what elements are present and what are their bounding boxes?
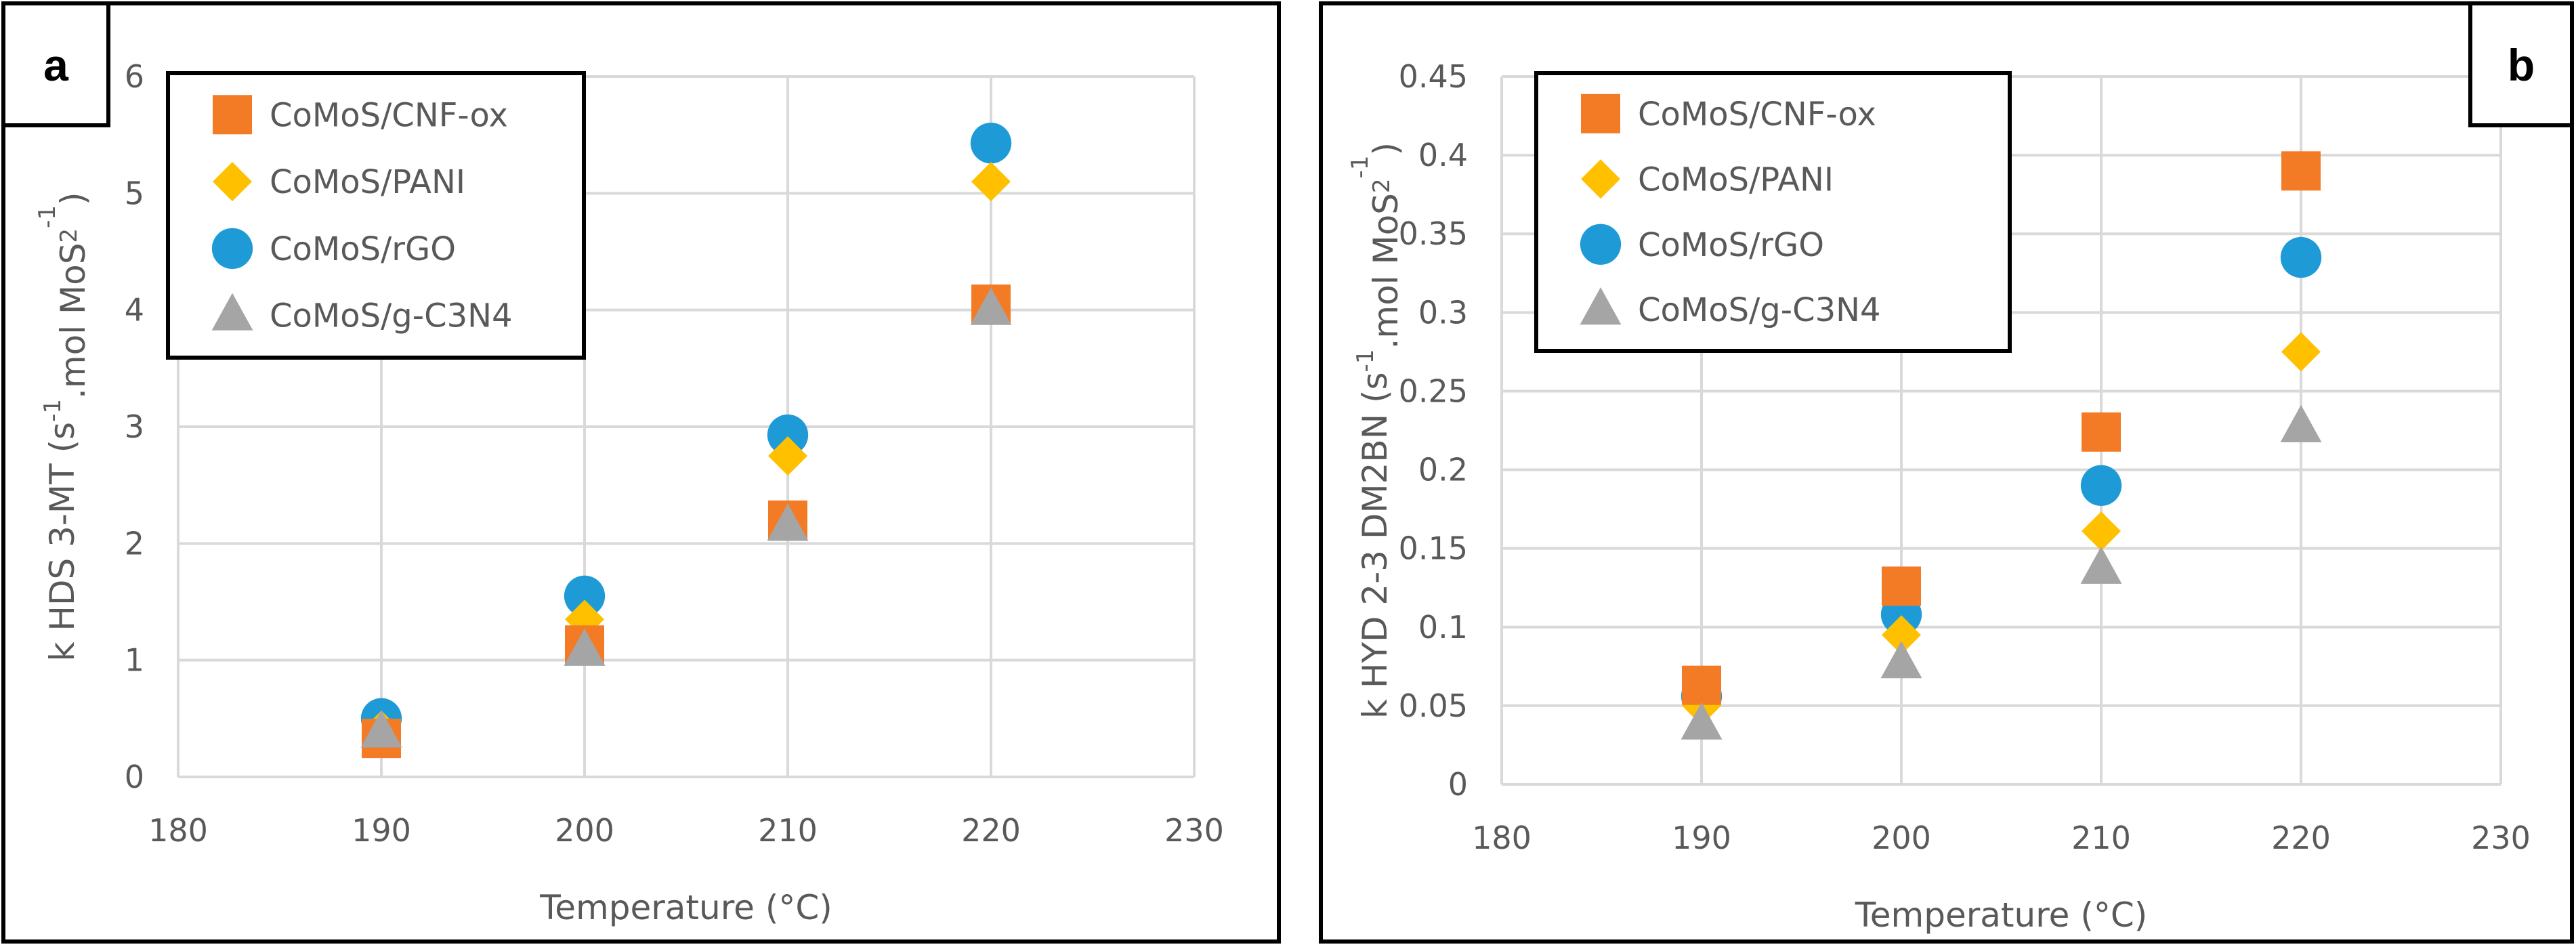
panel-a-legend-label: CoMoS/CNF-ox xyxy=(270,96,508,134)
panel-a-ytick-label: 0 xyxy=(125,759,144,795)
panel-a-xtick-label: 210 xyxy=(758,812,818,849)
panel-b-y-axis-title-part: -1 xyxy=(1347,156,1374,179)
panel-b-legend-label: CoMoS/g-C3N4 xyxy=(1638,291,1881,329)
panel-a-x-axis-title: Temperature (°C) xyxy=(539,888,832,927)
panel-a-legend-marker-triangle xyxy=(211,293,253,331)
panel-b-ytick-label: 0 xyxy=(1448,766,1468,803)
panel-a-point-triangle xyxy=(564,628,606,666)
panel-b-ytick-label: 0.1 xyxy=(1418,609,1468,646)
panel-a-xtick-label: 200 xyxy=(555,812,614,849)
panel-a-legend-marker-diamond xyxy=(213,162,252,202)
panel-a-ytick-label: 3 xyxy=(125,408,144,445)
panel-b-point-circle xyxy=(2280,236,2322,278)
panel-b-y-axis-title-part: -1 xyxy=(1352,350,1379,373)
panel-b-point-diamond xyxy=(2082,511,2121,551)
panel-b-point-triangle xyxy=(1880,641,1922,679)
panel-a-legend-marker-square xyxy=(213,95,252,135)
panel-b-point-diamond xyxy=(1882,615,1921,655)
panel-a-series-comos-rgo xyxy=(360,123,1012,739)
panel-b-series-comos-cnf-ox xyxy=(1682,151,2321,705)
panel-a-point-triangle xyxy=(360,710,402,748)
panel-b-label-text: b xyxy=(2508,40,2535,90)
panel-b: 0 0.05 0.1 0.15 0.2 0.25 0.3 0.35 0.4 0.45 180 190 2… xyxy=(1319,1,2574,944)
panel-b-point-triangle xyxy=(2280,404,2322,442)
panel-b-legend: CoMoS/CNF-ox CoMoS/PANI CoMoS/rGO CoMoS/g-C… xyxy=(1534,71,2012,353)
panel-a-legend-label: CoMoS/g-C3N4 xyxy=(270,297,513,335)
panel-a-point-triangle xyxy=(767,503,809,541)
panel-b-xtick-label: 230 xyxy=(2471,820,2531,856)
panel-a-legend-label: CoMoS/PANI xyxy=(270,163,465,201)
panel-b-ytick-label: 0.2 xyxy=(1418,452,1468,488)
panel-b-point-square xyxy=(1682,665,1721,705)
panel-a-point-circle xyxy=(970,123,1012,164)
panel-b-ytick-label: 0.35 xyxy=(1399,215,1468,252)
panel-b-y-axis-title: k HYD 2-3 DM2BN (s-1.mol MoS2-1) xyxy=(1347,142,1406,719)
panel-a-point-circle xyxy=(564,575,606,617)
panel-a-point-circle xyxy=(767,414,809,456)
panel-a-xtick-label: 230 xyxy=(1164,812,1224,849)
panel-b-point-square xyxy=(2281,151,2321,191)
panel-a-y-axis-title-part: ) xyxy=(54,192,93,206)
panel-b-label-box xyxy=(2468,1,2574,127)
panel-a-label: a xyxy=(1,1,110,127)
panel-b-legend-marker-circle xyxy=(1580,224,1622,265)
panel-b-point-triangle xyxy=(1681,702,1723,740)
panel-b-point-square xyxy=(2082,412,2121,452)
panel-b-y-axis-title-part: k HYD 2-3 DM2BN (s xyxy=(1355,372,1395,719)
panel-a-ytick-label: 4 xyxy=(125,292,144,329)
panel-b-legend-label: CoMoS/rGO xyxy=(1638,226,1824,264)
panel-b-legend-label: CoMoS/PANI xyxy=(1638,161,1834,198)
panel-b-point-triangle xyxy=(2080,546,2122,584)
panel-a-y-axis-title: k HDS 3-MT (s-1.mol MoS2-1) xyxy=(34,192,93,662)
panel-b-xtick-label: 200 xyxy=(1872,820,1931,856)
panel-a-y-axis-title-part: 2 xyxy=(56,228,83,243)
panel-b-legend-marker-triangle xyxy=(1580,287,1622,325)
panel-b-legend-marker-square xyxy=(1581,93,1620,133)
panel-a-y-axis-title-part: -1 xyxy=(39,399,66,422)
panel-a-ytick-label: 1 xyxy=(125,642,144,679)
panel-b-point-diamond xyxy=(2281,332,2321,372)
panel-b-ytick-label: 0.3 xyxy=(1418,294,1468,331)
panel-b-point-square xyxy=(1882,566,1921,606)
panel-a-legend-marker-circle xyxy=(211,228,253,270)
panel-b-y-axis-title-part: 2 xyxy=(1368,178,1395,193)
panel-a-ytick-label: 2 xyxy=(125,525,144,562)
panel-a: 0 1 2 3 4 5 6 180 190 200 210 220 230 Temperature (°C… xyxy=(1,1,1281,944)
panel-a-legend-label: CoMoS/rGO xyxy=(270,230,456,268)
panel-a-ytick-label: 5 xyxy=(125,175,144,211)
panel-a-y-axis-title-part: k HDS 3-MT (s xyxy=(43,422,82,662)
panel-b-xtick-label: 180 xyxy=(1472,820,1532,856)
panel-b-ytick-label: 0.25 xyxy=(1399,373,1468,409)
panel-b-y-axis-title-part: ) xyxy=(1366,142,1406,156)
panel-b-legend-label: CoMoS/CNF-ox xyxy=(1638,96,1876,133)
panel-a-xtick-label: 180 xyxy=(148,812,208,849)
panel-a-ytick-label: 6 xyxy=(125,58,144,95)
panel-a-label-text: a xyxy=(43,40,69,90)
panel-a-point-diamond xyxy=(971,162,1011,202)
panel-b-point-circle xyxy=(2080,465,2122,506)
panel-b-ytick-label: 0.05 xyxy=(1399,688,1468,724)
panel-b-xtick-label: 190 xyxy=(1672,820,1731,856)
panel-a-series-comos-g-c3n4 xyxy=(360,287,1012,748)
panel-b-ytick-label: 0.15 xyxy=(1399,530,1468,567)
panel-a-xtick-label: 190 xyxy=(352,812,411,849)
panel-b-legend-marker-diamond xyxy=(1581,159,1620,199)
panel-b-xtick-label: 210 xyxy=(2071,820,2131,856)
panel-a-y-axis-title-part: -1 xyxy=(34,205,61,228)
panel-a-xtick-label: 220 xyxy=(961,812,1021,849)
panel-a-y-axis-title-part: .mol MoS xyxy=(54,243,93,399)
panel-a-legend: CoMoS/CNF-ox CoMoS/PANI CoMoS/rGO CoMoS/g-C… xyxy=(166,71,586,360)
panel-b-series-comos-g-c3n4 xyxy=(1681,404,2322,740)
panel-b-ytick-label: 0.45 xyxy=(1399,58,1468,95)
panel-b-label: b xyxy=(2468,1,2574,127)
panel-a-label-box xyxy=(1,1,110,127)
panel-b-xtick-label: 220 xyxy=(2271,820,2331,856)
panel-b-y-axis-title-part: .mol MoS xyxy=(1366,193,1406,349)
panel-a-point-triangle xyxy=(970,287,1012,325)
panel-b-ytick-label: 0.4 xyxy=(1418,137,1468,173)
panel-b-x-axis-title: Temperature (°C) xyxy=(1855,895,2148,935)
panel-a-point-diamond xyxy=(768,436,807,476)
